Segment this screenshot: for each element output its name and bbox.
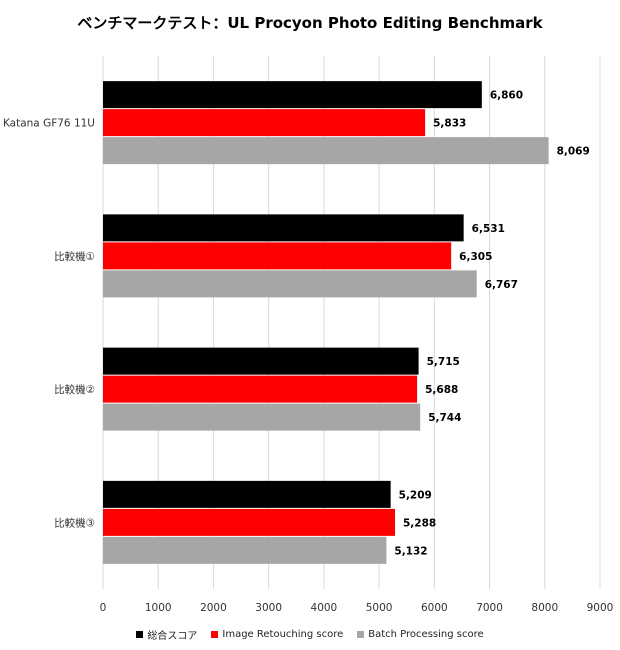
legend-swatch [211,631,219,638]
data-label: 5,209 [399,489,432,501]
chart-title: ベンチマークテスト：UL Procyon Photo Editing Bench… [77,14,543,32]
x-tick-label: 6000 [421,602,448,614]
bar [103,536,387,564]
bar [103,403,421,431]
x-tick-label: 5000 [366,602,393,614]
legend-label: 総合スコア [147,631,198,642]
legend: 総合スコア Image Retouching score Batch Process… [0,627,620,642]
bar [103,270,477,298]
bar [103,480,391,508]
data-label: 6,531 [472,223,505,235]
x-tick-label: 2000 [200,602,227,614]
data-label: 5,688 [425,384,458,396]
bar [103,242,452,270]
bar [103,81,482,109]
x-tick-label: 8000 [531,602,558,614]
x-tick-label: 3000 [255,602,282,614]
category-label: 比較機① [54,250,95,263]
legend-label: Image Retouching score [222,629,344,640]
x-tick-label: 7000 [476,602,503,614]
legend-item: Image Retouching score [211,627,343,642]
data-label: 5,744 [428,412,461,424]
bar [103,375,418,403]
bar [103,214,464,242]
data-label: 5,132 [394,545,427,557]
data-label: 5,715 [427,356,460,368]
category-label: Katana GF76 11U [3,118,95,130]
data-label: 6,860 [490,90,523,102]
data-label: 6,305 [459,251,492,263]
legend-item: Batch Processing score [357,627,484,642]
bar [103,109,426,137]
x-tick-label: 0 [100,602,107,614]
data-label: 6,767 [485,279,518,291]
x-tick-label: 9000 [587,602,614,614]
bar [103,137,549,165]
legend-item: 総合スコア [136,627,197,642]
legend-swatch [357,631,365,638]
data-label: 5,288 [403,517,436,529]
bar [103,347,419,375]
bar [103,508,396,536]
category-label: 比較機③ [54,516,95,529]
x-tick-label: 1000 [145,602,172,614]
data-label: 5,833 [433,118,466,130]
legend-swatch [136,631,144,638]
category-label: 比較機② [54,383,95,396]
x-tick-label: 4000 [311,602,338,614]
data-label: 8,069 [557,146,590,158]
legend-label: Batch Processing score [368,629,484,640]
